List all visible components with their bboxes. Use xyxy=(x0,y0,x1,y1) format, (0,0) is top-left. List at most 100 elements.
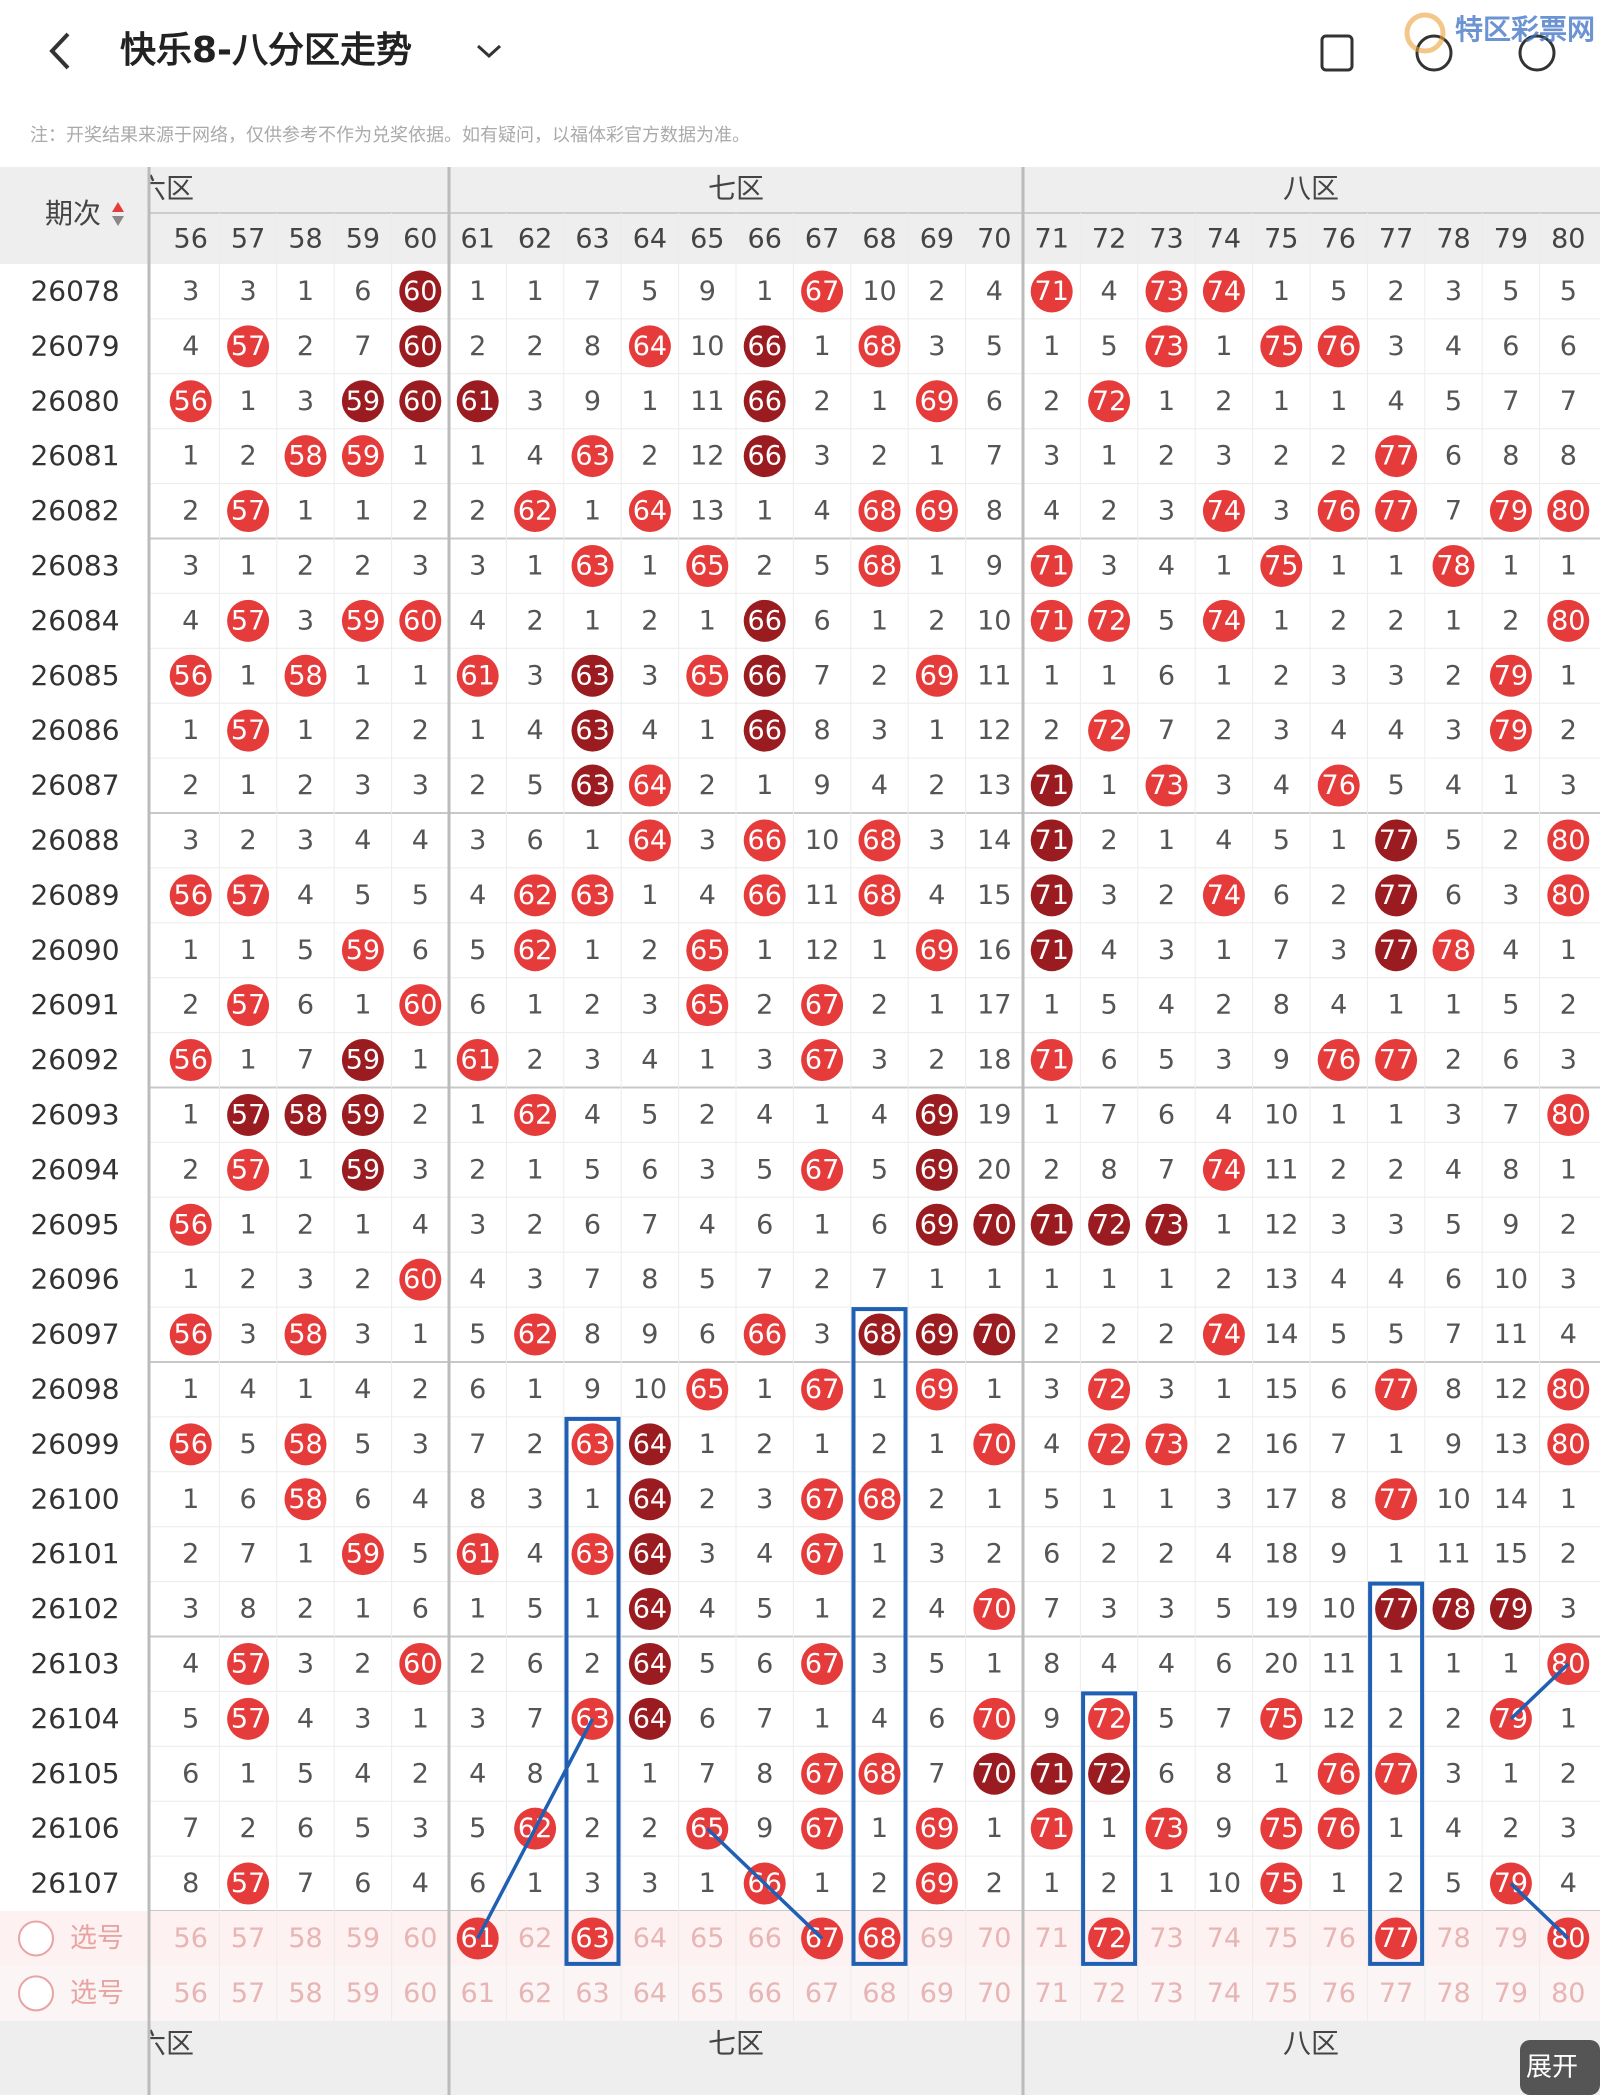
select-number[interactable]: 65 xyxy=(690,1978,724,2009)
picked-ball[interactable] xyxy=(1375,1917,1418,1960)
select-number[interactable]: 64 xyxy=(633,1978,667,2009)
select-number[interactable]: 71 xyxy=(1035,1978,1069,2009)
select-number[interactable]: 73 xyxy=(1149,1923,1183,1954)
select-number[interactable]: 62 xyxy=(518,1923,552,1954)
miss-count: 1 xyxy=(1560,935,1577,966)
hit-ball xyxy=(743,654,786,697)
select-number[interactable]: 64 xyxy=(633,1923,667,1954)
hit-number: 66 xyxy=(748,605,782,636)
miss-count: 2 xyxy=(1043,1154,1060,1185)
select-number[interactable]: 68 xyxy=(862,1978,896,2009)
hit-ball xyxy=(858,490,901,533)
select-number[interactable]: 57 xyxy=(231,1923,265,1954)
dropdown[interactable] xyxy=(476,44,502,59)
select-number[interactable]: 76 xyxy=(1322,1978,1356,2009)
hit-number: 71 xyxy=(1035,605,1069,636)
hit-ball xyxy=(1317,1752,1360,1795)
back-button[interactable] xyxy=(49,32,70,70)
picked-ball[interactable] xyxy=(858,1917,901,1960)
select-number[interactable]: 79 xyxy=(1494,1923,1528,1954)
miss-count: 2 xyxy=(699,770,716,801)
select-number[interactable]: 79 xyxy=(1494,1978,1528,2009)
hit-number: 67 xyxy=(805,1648,839,1679)
radio[interactable] xyxy=(18,1920,54,1957)
select-number[interactable]: 67 xyxy=(805,1978,839,2009)
icon-refresh[interactable] xyxy=(1415,34,1453,72)
sort-down[interactable] xyxy=(112,216,124,226)
select-number[interactable]: 62 xyxy=(518,1978,552,2009)
miss-count: 2 xyxy=(756,550,773,581)
picked-number[interactable]: 68 xyxy=(862,1923,896,1954)
select-number[interactable]: 58 xyxy=(288,1978,322,2009)
picked-ball[interactable] xyxy=(1088,1917,1131,1960)
miss-count: 1 xyxy=(756,1374,773,1405)
miss-count: 4 xyxy=(1445,770,1462,801)
radio[interactable] xyxy=(18,1975,54,2012)
select-number[interactable]: 56 xyxy=(174,1923,208,1954)
select-number[interactable]: 71 xyxy=(1035,1923,1069,1954)
select-number[interactable]: 73 xyxy=(1149,1978,1183,2009)
miss-count: 3 xyxy=(928,1539,945,1570)
select-number[interactable]: 78 xyxy=(1436,1978,1470,2009)
picked-number[interactable]: 72 xyxy=(1092,1923,1126,1954)
select-number[interactable]: 78 xyxy=(1436,1923,1470,1954)
miss-count: 1 xyxy=(756,770,773,801)
icon-settings[interactable] xyxy=(1518,34,1556,72)
select-number[interactable]: 77 xyxy=(1379,1978,1413,2009)
miss-count: 1 xyxy=(1502,550,1519,581)
select-number[interactable]: 70 xyxy=(977,1923,1011,1954)
miss-count: 1 xyxy=(1101,1264,1118,1295)
select-number[interactable]: 70 xyxy=(977,1978,1011,2009)
select-number[interactable]: 57 xyxy=(231,1978,265,2009)
miss-count: 1 xyxy=(412,441,429,472)
select-number[interactable]: 75 xyxy=(1264,1923,1298,1954)
select-number[interactable]: 56 xyxy=(174,1978,208,2009)
select-row-bg xyxy=(149,1965,1600,2021)
select-number[interactable]: 74 xyxy=(1207,1978,1241,2009)
select-number[interactable]: 66 xyxy=(748,1923,782,1954)
picked-number[interactable]: 63 xyxy=(575,1923,609,1954)
picked-number[interactable]: 77 xyxy=(1379,1923,1413,1954)
select-number[interactable]: 60 xyxy=(403,1923,437,1954)
select-number[interactable]: 72 xyxy=(1092,1978,1126,2009)
hit-number: 80 xyxy=(1551,880,1585,911)
miss-count: 2 xyxy=(584,1813,601,1844)
select-number[interactable]: 59 xyxy=(346,1923,380,1954)
miss-count: 2 xyxy=(412,496,429,527)
select-number[interactable]: 61 xyxy=(461,1978,495,2009)
select-number[interactable]: 75 xyxy=(1264,1978,1298,2009)
picked-ball[interactable] xyxy=(571,1917,614,1960)
miss-count: 2 xyxy=(1215,1264,1232,1295)
expand-button[interactable] xyxy=(1520,2040,1600,2095)
select-number[interactable]: 58 xyxy=(288,1923,322,1954)
select-number[interactable]: 63 xyxy=(575,1978,609,2009)
miss-count: 19 xyxy=(1264,1594,1298,1625)
icon-share[interactable] xyxy=(1320,34,1354,72)
expand-label[interactable]: 展开 xyxy=(1526,2053,1578,2083)
miss-count: 1 xyxy=(1560,1154,1577,1185)
select-number[interactable]: 76 xyxy=(1322,1923,1356,1954)
hit-ball xyxy=(915,1368,958,1411)
miss-count: 8 xyxy=(182,1868,199,1899)
select-number[interactable]: 69 xyxy=(920,1978,954,2009)
hit-number: 77 xyxy=(1379,825,1413,856)
select-number[interactable]: 66 xyxy=(748,1978,782,2009)
miss-count: 2 xyxy=(412,715,429,746)
hit-number: 56 xyxy=(174,1045,208,1076)
select-number[interactable]: 69 xyxy=(920,1923,954,1954)
miss-count: 4 xyxy=(354,1758,371,1789)
miss-count: 3 xyxy=(1330,660,1347,691)
sort-up[interactable] xyxy=(112,202,124,212)
hit-ball xyxy=(801,1148,844,1191)
hit-ball xyxy=(973,1203,1016,1246)
miss-count: 6 xyxy=(354,1868,371,1899)
hit-number: 66 xyxy=(748,331,782,362)
miss-count: 3 xyxy=(1445,1758,1462,1789)
select-number[interactable]: 65 xyxy=(690,1923,724,1954)
select-number[interactable]: 80 xyxy=(1551,1978,1585,2009)
select-number[interactable]: 59 xyxy=(346,1978,380,2009)
select-number[interactable]: 60 xyxy=(403,1978,437,2009)
miss-count: 2 xyxy=(1043,386,1060,417)
select-number[interactable]: 74 xyxy=(1207,1923,1241,1954)
hit-number: 64 xyxy=(633,825,667,856)
